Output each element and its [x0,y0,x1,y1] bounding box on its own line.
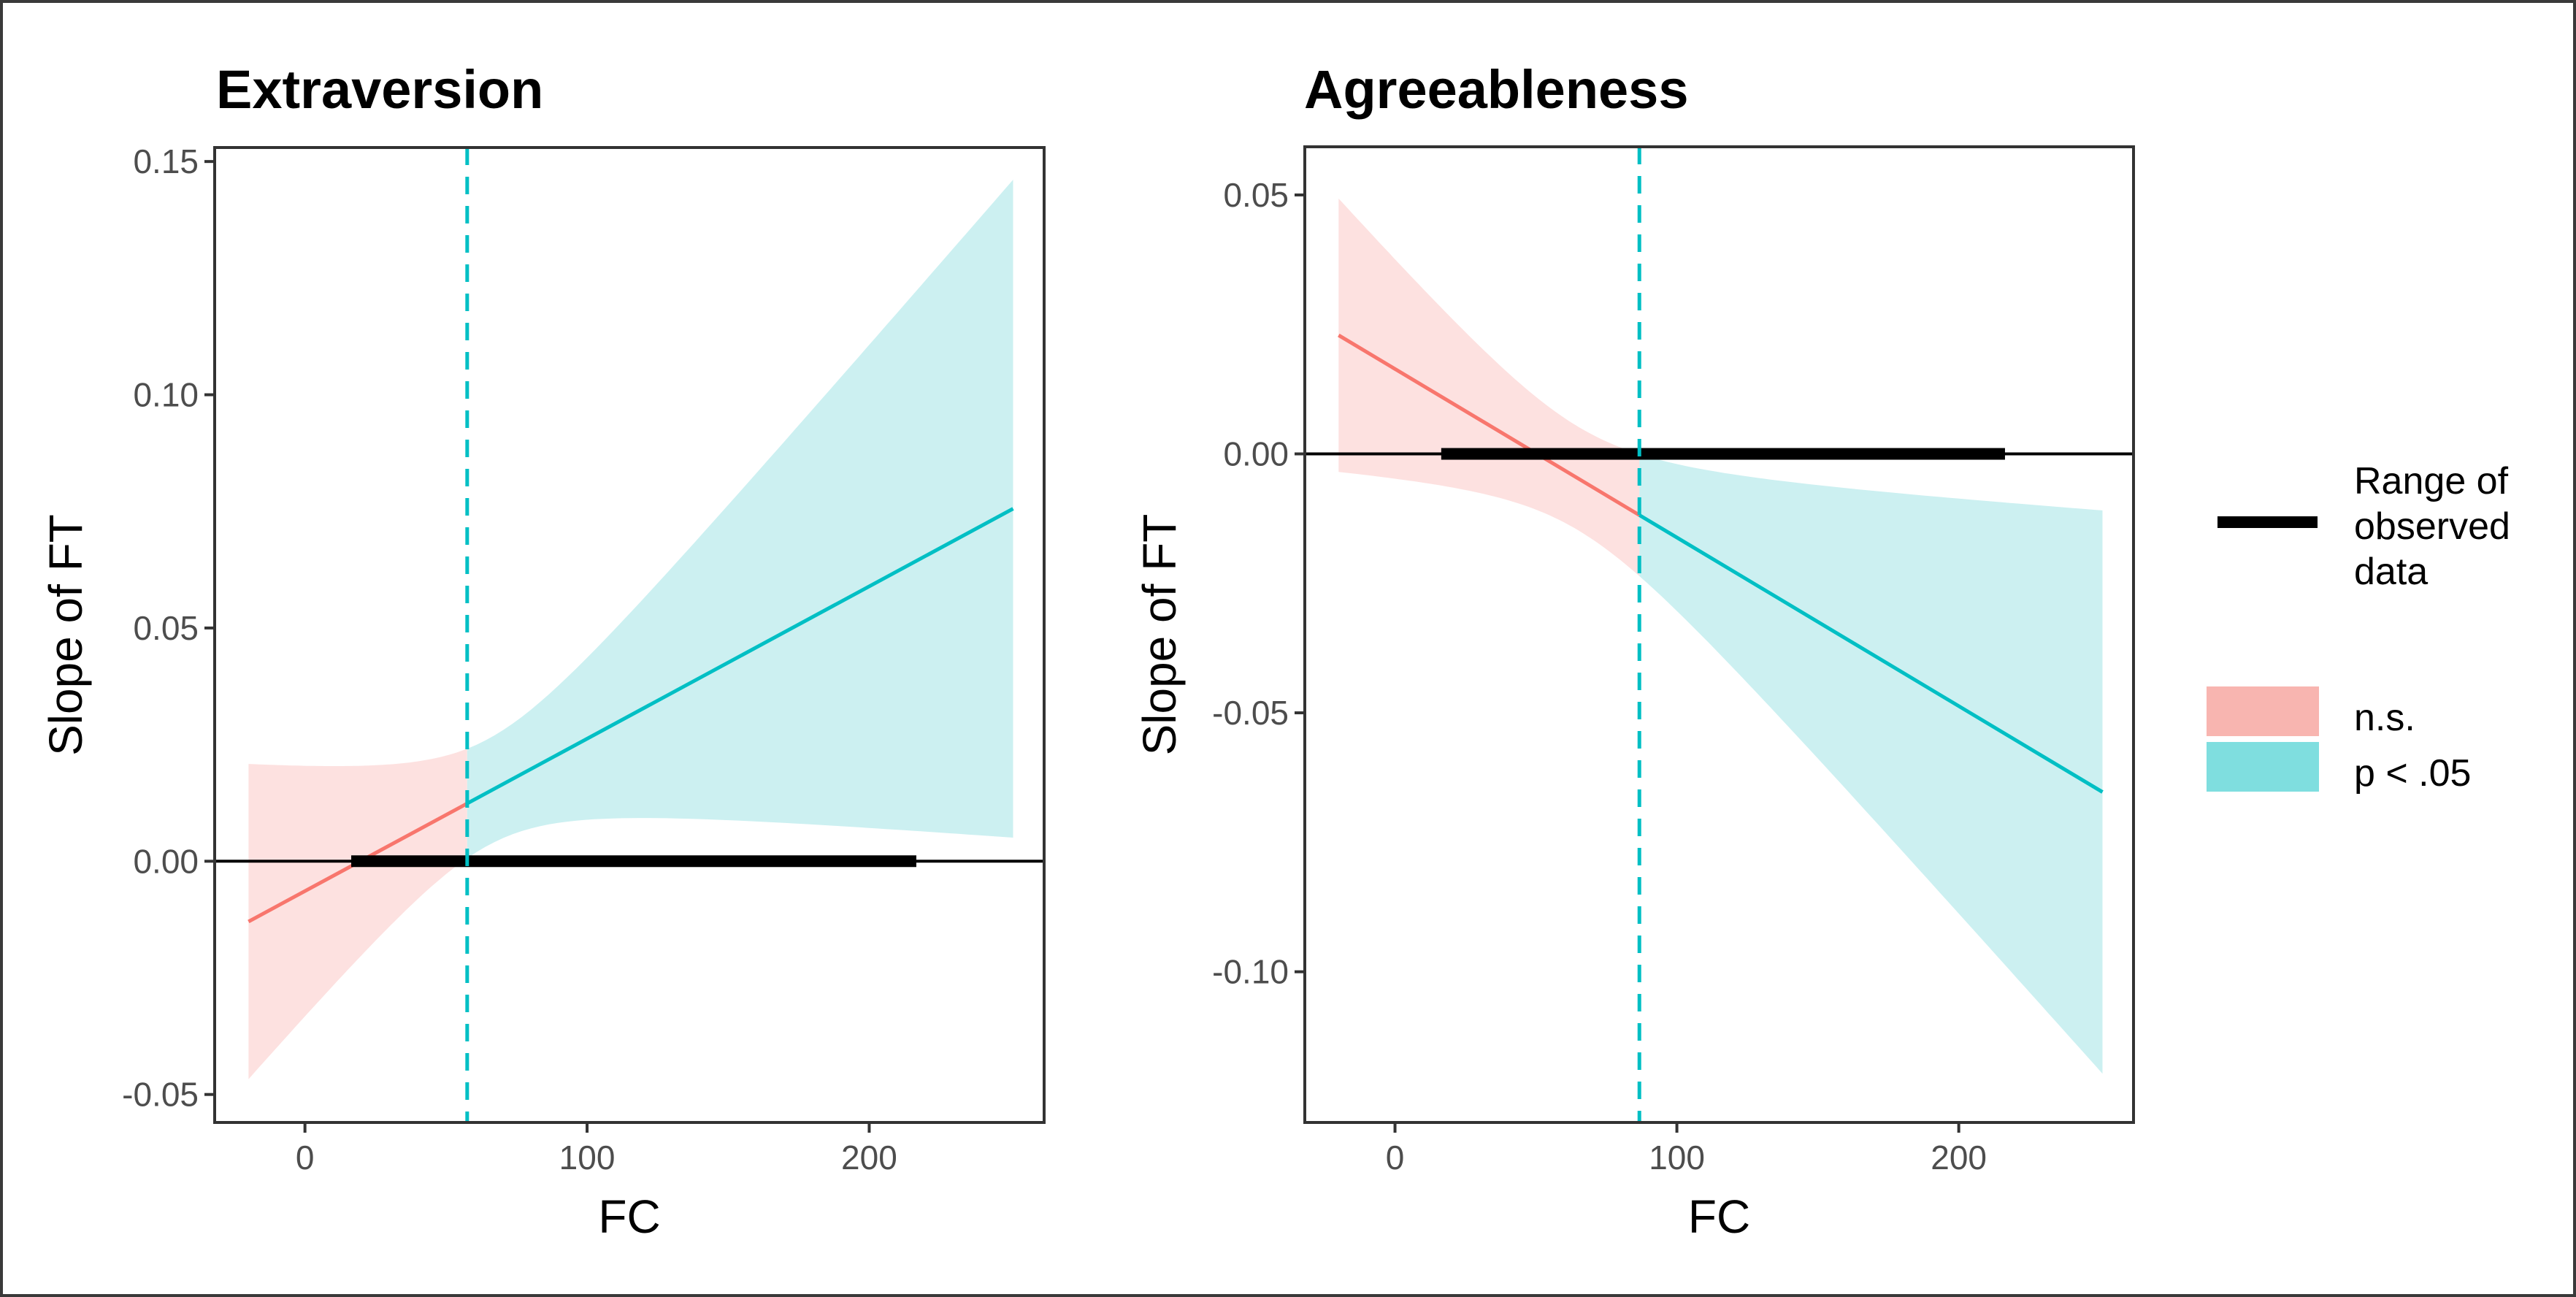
x-tick-label: 100 [1649,1139,1705,1177]
ci-band-ns [1338,198,1640,576]
legend-sig-label: p < .05 [2354,752,2471,795]
slope-line-ns [1338,333,1641,517]
legend-sig-entry: p < .05 [2207,742,2471,795]
y-tick-label: -0.10 [1212,953,1289,991]
y-tick-label: 0.00 [1223,435,1289,473]
y-tick-label: -0.05 [122,1076,199,1114]
x-tick-label: 0 [1386,1139,1405,1177]
plot-border [1303,145,2135,1124]
legend-range-label-line: data [2354,551,2428,593]
legend-ns-label: n.s. [2354,697,2415,739]
legend-ns-entry: n.s. [2207,686,2415,739]
y-axis: -0.10 -0.05 0.00 0.05 [1212,176,1305,991]
y-axis-title: Slope of FT [1133,514,1186,756]
slope-line-significant [466,507,1014,806]
legend-range-entry: Range of observed data [2217,460,2510,593]
panel-extraversion: Extraversion -0.05 0.00 0.05 0.10 0.15 0 100 2… [39,59,1046,1243]
x-tick-label: 200 [841,1139,897,1177]
x-axis: 0 100 200 [296,1122,897,1177]
y-axis: -0.05 0.00 0.05 0.10 0.15 [122,142,215,1114]
ci-bands [1338,198,2103,1074]
slope-line-significant [1638,513,2104,794]
x-axis-title: FC [598,1190,660,1243]
plot-border [213,146,1046,1124]
y-tick-label: 0.10 [133,376,199,414]
reference-marks [215,148,1044,1122]
legend: Range of observed data n.s. p < .05 [2207,460,2510,795]
x-tick-label: 100 [559,1139,616,1177]
panel-title: Agreeableness [1304,59,1689,120]
y-tick-label: 0.05 [1223,176,1289,214]
y-tick-label: -0.05 [1212,694,1289,732]
ci-band-ns [248,749,467,1079]
x-axis-title: FC [1688,1190,1750,1243]
panel-title: Extraversion [216,59,543,120]
y-tick-label: 0.00 [133,842,199,880]
ci-bands [248,180,1013,1079]
legend-range-bar-key [2217,516,2318,528]
slope-lines [1338,333,2104,794]
y-tick-label: 0.05 [133,609,199,647]
x-tick-label: 200 [1931,1139,1987,1177]
x-axis: 0 100 200 [1386,1122,1987,1177]
x-tick-label: 0 [296,1139,315,1177]
legend-range-label-line: Range of [2354,460,2509,502]
ci-band-significant [467,180,1013,859]
ci-band-significant [1639,454,2103,1074]
y-tick-label: 0.15 [133,142,199,180]
panel-agreeableness: Agreeableness -0.10 -0.05 0.00 0.05 0 100 200… [1133,59,2135,1243]
legend-ns-key [2207,686,2319,736]
legend-range-label-line: observed [2354,505,2510,548]
y-axis-title: Slope of FT [39,514,92,756]
reference-marks [1305,147,2134,1122]
legend-sig-key [2207,742,2319,792]
